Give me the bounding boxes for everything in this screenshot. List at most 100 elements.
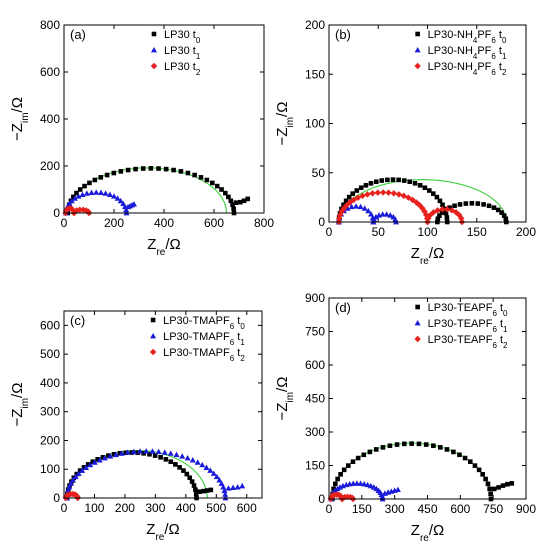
data-point [451, 449, 456, 455]
data-point [385, 189, 392, 196]
x-tick-label: 100 [417, 225, 437, 239]
y-tick-label: 150 [305, 67, 325, 81]
data-point [152, 453, 158, 458]
data-point [392, 216, 399, 222]
legend-marker [149, 348, 157, 356]
data-point [346, 463, 351, 468]
data-point [346, 199, 354, 206]
y-tick-label: 200 [40, 159, 60, 173]
data-point [221, 487, 228, 494]
data-point [198, 175, 204, 180]
data-point [435, 216, 441, 222]
data-point [505, 481, 510, 487]
x-tick-label: 0 [326, 502, 333, 516]
data-point [112, 451, 119, 458]
x-tick-label: 0 [61, 216, 68, 230]
data-point [137, 448, 144, 454]
y-tick-label: 600 [40, 65, 60, 79]
data-point [379, 189, 387, 196]
data-point [373, 447, 379, 452]
data-point [225, 485, 232, 491]
data-point [179, 453, 186, 459]
data-point [168, 459, 174, 465]
data-point [394, 486, 401, 493]
x-tick-label: 750 [483, 502, 503, 516]
data-point [95, 457, 101, 462]
y-tick-label: 600 [305, 358, 325, 372]
data-point [417, 183, 423, 188]
data-point [364, 191, 371, 198]
series-t0 [65, 166, 251, 216]
data-point [407, 179, 413, 185]
data-point [416, 441, 422, 447]
data-point [231, 206, 236, 212]
data-point [338, 208, 345, 215]
data-point [82, 183, 87, 189]
data-point [353, 203, 360, 209]
data-point [358, 185, 364, 191]
x-tick-label: 0 [61, 501, 68, 515]
y-tick-label: 100 [40, 462, 60, 476]
data-point [241, 198, 247, 204]
data-point [341, 202, 346, 208]
data-point [96, 457, 103, 463]
data-point [189, 479, 195, 484]
data-point [496, 485, 501, 490]
data-point [87, 461, 94, 468]
data-point [444, 447, 450, 452]
data-point [367, 449, 373, 455]
data-point [405, 194, 412, 201]
data-point [361, 452, 367, 458]
data-point [101, 455, 108, 461]
y-tick-label: 600 [40, 318, 60, 332]
y-tick-label: 150 [305, 459, 325, 473]
data-point [79, 467, 86, 473]
plot-frame [63, 24, 265, 214]
data-point [387, 443, 393, 449]
legend-marker [414, 62, 421, 70]
legend-label: LP30-TEAPF6 t0 [428, 302, 508, 318]
data-point [390, 190, 397, 197]
data-point [123, 206, 130, 213]
data-point [372, 213, 379, 220]
data-point [133, 166, 138, 172]
data-point [475, 201, 481, 206]
y-tick-label: 800 [40, 18, 60, 32]
y-tick-label: 300 [305, 425, 325, 439]
x-tick-label: 900 [516, 502, 536, 516]
data-point [194, 459, 201, 465]
data-point [368, 181, 374, 186]
y-tick-label: 200 [305, 18, 325, 32]
data-point [230, 484, 237, 491]
x-tick-label: 600 [237, 501, 257, 515]
data-point [149, 448, 156, 454]
data-point [503, 216, 509, 222]
data-point [107, 453, 114, 459]
y-tick-label: 100 [305, 117, 325, 131]
data-point [434, 207, 441, 214]
data-point [499, 210, 504, 215]
x-tick-label: 800 [254, 216, 274, 230]
data-point [412, 181, 418, 186]
data-point [430, 191, 436, 196]
data-point [379, 178, 385, 183]
panel-label: (c) [70, 313, 85, 328]
data-point [192, 172, 197, 178]
data-point [163, 457, 169, 462]
y-tick-label: 300 [40, 405, 60, 419]
data-point [106, 191, 113, 197]
data-point [207, 467, 214, 473]
data-point [163, 166, 169, 172]
data-point [197, 489, 202, 494]
data-point [124, 449, 131, 455]
panel-label: (b) [335, 27, 351, 42]
data-point [216, 477, 223, 483]
x-tick-label: 400 [176, 501, 196, 515]
data-point [350, 191, 356, 196]
data-point [443, 210, 449, 216]
data-point [469, 200, 475, 206]
legend-marker [415, 304, 420, 310]
